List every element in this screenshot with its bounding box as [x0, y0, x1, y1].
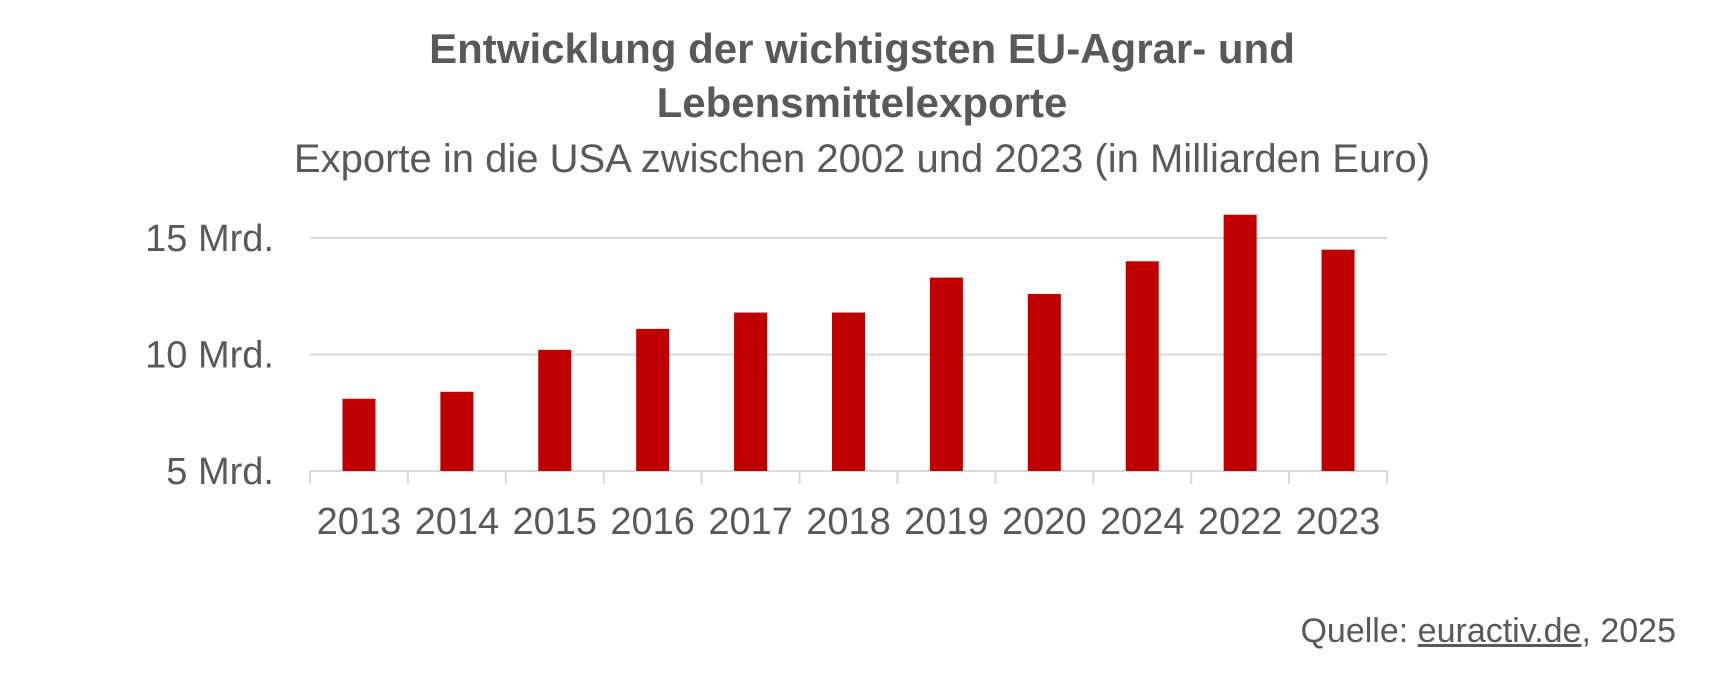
x-tick-label: 2014	[415, 501, 500, 543]
x-tick-label: 2022	[1198, 501, 1283, 543]
x-tick-label: 2024	[1100, 501, 1185, 543]
bar	[1223, 214, 1257, 471]
x-tick-label: 2013	[317, 501, 402, 543]
source-note: Quelle: euractiv.de, 2025	[1300, 612, 1676, 651]
x-tick-label: 2016	[610, 501, 695, 543]
chart-subtitle: Exporte in die USA zwischen 2002 und 202…	[293, 137, 1431, 181]
x-tick-label: 2018	[806, 501, 891, 543]
x-tick-label: 2020	[1002, 501, 1087, 543]
y-tick-label: 10 Mrd.	[145, 335, 274, 377]
bar	[929, 277, 963, 471]
x-tick-label: 2019	[904, 501, 989, 543]
x-tick-label: 2017	[708, 501, 793, 543]
bar	[342, 398, 376, 471]
chart-title: Entwicklung der wichtigsten EU-Agrar- un…	[429, 25, 1295, 126]
source-suffix: , 2025	[1581, 612, 1676, 650]
bar	[1027, 293, 1061, 471]
bar	[1321, 249, 1355, 471]
y-tick-label: 15 Mrd.	[145, 218, 274, 260]
x-tick-label: 2023	[1296, 501, 1381, 543]
bar	[832, 312, 865, 471]
x-tick-label: 2015	[512, 501, 597, 543]
bar	[1125, 261, 1159, 471]
bar-chart: 5 Mrd. 10 Mrd. 15 Mrd. 2013 2014 2015 2016 2017…	[145, 214, 1388, 543]
chart-header: Entwicklung der wichtigsten EU-Agrar- un…	[0, 22, 1724, 182]
bar	[440, 391, 474, 471]
y-tick-label: 5 Mrd.	[166, 451, 274, 493]
source-link[interactable]: euractiv.de	[1417, 612, 1582, 650]
bar	[636, 328, 670, 471]
bar	[538, 349, 572, 471]
bar	[734, 312, 768, 471]
source-prefix: Quelle:	[1300, 612, 1418, 650]
